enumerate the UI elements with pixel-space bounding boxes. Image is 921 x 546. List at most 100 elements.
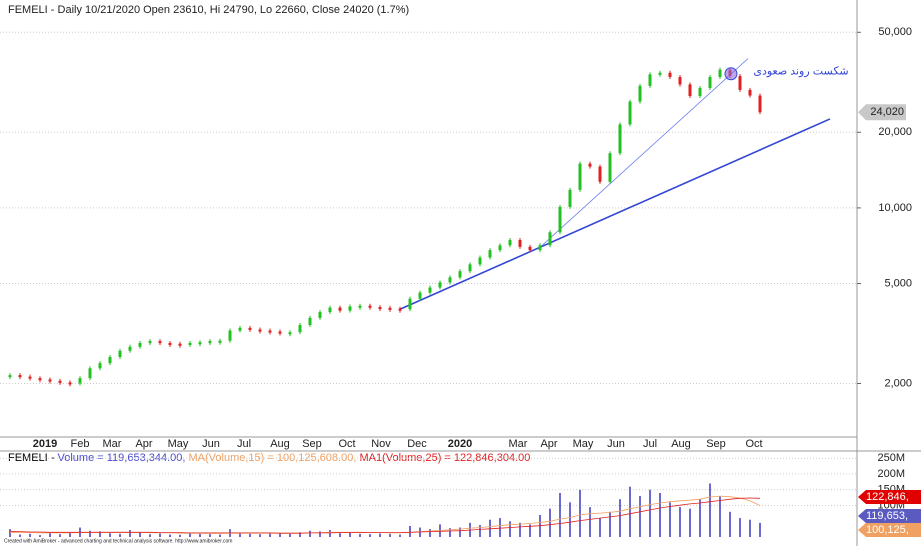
candle [278, 331, 282, 334]
volume-bar [129, 530, 131, 537]
x-tick-label: Dec [407, 438, 427, 450]
candle [258, 329, 262, 332]
volume-bar [699, 499, 701, 537]
x-tick-label: Mar [509, 438, 528, 450]
candle [678, 76, 682, 85]
candle [538, 245, 542, 251]
candle [518, 240, 522, 247]
candle [178, 343, 182, 346]
volume-bar [629, 486, 631, 537]
x-tick-label: Sep [302, 438, 322, 450]
volume-bar [499, 518, 501, 537]
volume-bar [359, 533, 361, 537]
volume-bar [299, 532, 301, 537]
x-tick-label: 2019 [33, 438, 57, 450]
candle [58, 380, 62, 383]
volume-bar [179, 534, 181, 537]
candle [288, 332, 292, 335]
moving-average-line [9, 497, 761, 534]
volume-bar [49, 533, 51, 537]
candle [618, 124, 622, 154]
volume-bar [99, 531, 101, 537]
volume-bar [489, 519, 491, 537]
candle [408, 298, 412, 310]
volume-bar [429, 529, 431, 537]
volume-bar [139, 532, 141, 537]
candle [38, 378, 42, 381]
chart-title: FEMELI - Daily 10/21/2020 Open 23610, Hi… [8, 4, 409, 16]
candle [508, 240, 512, 246]
y-tick-label: 50,000 [878, 26, 912, 38]
x-tick-label: Jul [237, 438, 251, 450]
annotation-marker [724, 67, 738, 81]
volume-bar [149, 534, 151, 537]
volume-bar [679, 507, 681, 537]
volume-bar [169, 534, 171, 537]
volume-bar [199, 533, 201, 537]
candle [108, 357, 112, 364]
y-tick-label: 5,000 [884, 277, 912, 289]
volume-bar [339, 533, 341, 537]
candle [708, 76, 712, 89]
side-label-box [858, 509, 921, 523]
volume-bar [519, 522, 521, 537]
volume-bar [189, 533, 191, 537]
volume-bar [239, 532, 241, 537]
x-tick-label: Apr [135, 438, 152, 450]
candle [598, 166, 602, 182]
candle [368, 305, 372, 308]
volume-bar [759, 522, 761, 537]
candle [128, 346, 132, 351]
candle [588, 163, 592, 167]
candle [558, 206, 562, 233]
volume-bar [579, 489, 581, 537]
volume-bar [649, 489, 651, 537]
y-tick-label: 20,000 [878, 126, 912, 138]
volume-bar [729, 511, 731, 537]
x-tick-label: Jun [607, 438, 625, 450]
x-tick-label: Nov [371, 438, 391, 450]
trend-line [399, 118, 831, 310]
candle [748, 89, 752, 96]
volume-bar [279, 533, 281, 537]
candle [658, 72, 662, 75]
candle [438, 282, 442, 288]
candle [448, 277, 452, 283]
side-label: 122,846, [866, 491, 909, 503]
x-tick-label: Feb [71, 438, 90, 450]
volume-bar [319, 531, 321, 537]
footer: Created with AmiBroker - advanced charti… [4, 538, 232, 544]
candle [738, 75, 742, 90]
candle [668, 72, 672, 77]
candle [118, 350, 122, 358]
candle [18, 375, 22, 378]
volume-bar [369, 534, 371, 537]
volume-bar [219, 534, 221, 537]
side-label-box [858, 523, 921, 537]
candle [718, 69, 722, 77]
candle [388, 307, 392, 310]
x-tick-label: May [168, 438, 189, 450]
x-tick-label: Jun [202, 438, 220, 450]
candle [548, 232, 552, 246]
volume-bar [569, 502, 571, 537]
volume-bar [689, 508, 691, 537]
candle [308, 317, 312, 325]
candle [568, 189, 572, 207]
candle [218, 340, 222, 343]
candle [28, 376, 32, 379]
volume-bar [59, 534, 61, 537]
volume-bar [609, 511, 611, 537]
candle [428, 287, 432, 293]
volume-bar [719, 496, 721, 537]
candle [698, 88, 702, 96]
volume-bar [509, 521, 511, 537]
volume-title-part: FEMELI - [8, 452, 58, 464]
candle [478, 257, 482, 265]
volume-bar [89, 530, 91, 537]
volume-bar [709, 483, 711, 537]
candle [238, 327, 242, 331]
candle [628, 101, 632, 125]
candle [398, 308, 402, 311]
volume-bar [349, 532, 351, 537]
